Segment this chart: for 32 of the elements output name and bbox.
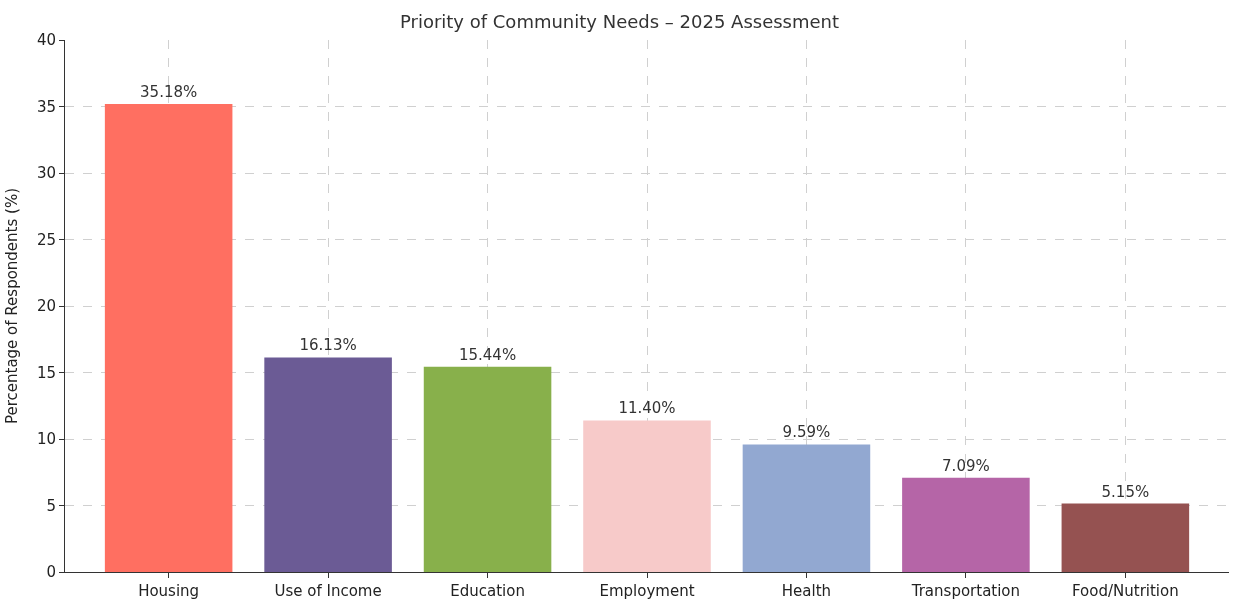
y-tick-label: 30 <box>36 164 56 183</box>
x-tick-label: Transportation <box>910 582 1021 600</box>
x-tick-label: Use of Income <box>274 582 382 600</box>
data-label: 16.13% <box>299 336 357 355</box>
bar <box>742 444 871 572</box>
x-tick-label: Housing <box>138 582 200 600</box>
y-tick-label: 20 <box>36 297 56 316</box>
bar <box>902 477 1030 572</box>
y-tick-label: 5 <box>46 496 56 515</box>
x-tick-label: Education <box>450 582 525 600</box>
data-label: 15.44% <box>458 345 517 364</box>
bar <box>583 420 711 572</box>
y-axis-title: Percentage of Respondents (%) <box>3 187 22 425</box>
y-tick-label: 0 <box>46 563 56 582</box>
data-label: 5.15% <box>1101 482 1150 501</box>
bar <box>264 357 392 572</box>
data-label: 11.40% <box>618 399 676 418</box>
x-tick-label: Health <box>781 582 832 600</box>
data-label: 9.59% <box>782 423 831 442</box>
bar <box>1061 503 1190 572</box>
bar <box>104 104 233 572</box>
y-tick-label: 35 <box>36 97 56 116</box>
bar <box>423 366 552 572</box>
y-tick-label: 40 <box>36 31 56 50</box>
x-tick-label: Employment <box>599 582 695 600</box>
x-tick-label: Food/Nutrition <box>1072 582 1179 600</box>
data-label: 35.18% <box>140 83 198 102</box>
y-tick-label: 15 <box>36 363 56 382</box>
y-tick-label: 10 <box>36 430 56 449</box>
y-tick-label: 25 <box>36 230 56 249</box>
chart-title: Priority of Community Needs – 2025 Assessment <box>399 10 840 32</box>
data-label: 7.09% <box>942 456 990 475</box>
